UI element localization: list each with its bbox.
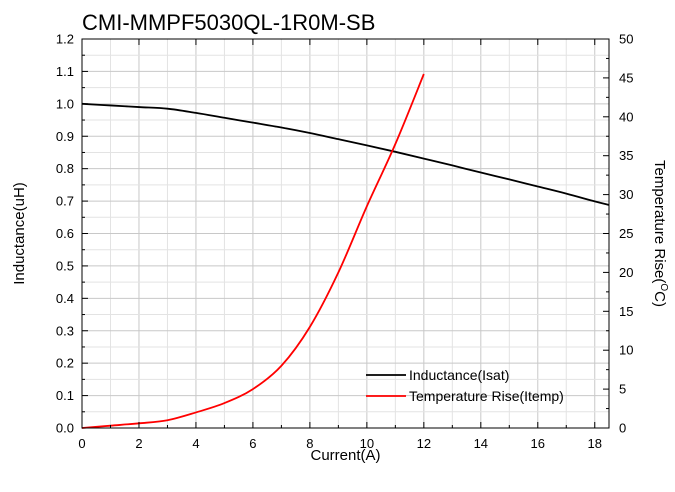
- x-tick-label: 0: [78, 436, 85, 451]
- x-tick-label: 16: [531, 436, 545, 451]
- y2-axis-title-degree: O: [658, 283, 669, 291]
- x-tick-label: 6: [249, 436, 256, 451]
- x-tick-label: 10: [360, 436, 374, 451]
- x-tick-label: 12: [417, 436, 431, 451]
- y-tick-label: 0.6: [56, 226, 74, 241]
- x-tick-label: 2: [135, 436, 142, 451]
- y2-axis-title: Temperature Rise(OC): [651, 160, 669, 307]
- y2-tick-label: 45: [619, 70, 633, 85]
- x-tick-label: 18: [588, 436, 602, 451]
- y2-tick-label: 30: [619, 187, 633, 202]
- y-axis-title: Inductance(uH): [11, 182, 28, 285]
- y-tick-label: 1.0: [56, 96, 74, 111]
- y-tick-label: 0.5: [56, 258, 74, 273]
- y2-tick-label: 20: [619, 265, 633, 280]
- y2-tick-label: 40: [619, 109, 633, 124]
- x-axis-title: Current(A): [310, 447, 380, 464]
- axes: 0 2 4 6 8 10 12 14 16 18 0.0 0.1 0.2 0.3 0.4 0.5 0.6 0.7 0…: [56, 32, 634, 452]
- y-tick-label: 0.4: [56, 291, 74, 306]
- y2-tick-label: 10: [619, 343, 633, 358]
- x-tick-label: 14: [474, 436, 488, 451]
- y-tick-label: 1.1: [56, 64, 74, 79]
- legend: Inductance(Isat) Temperature Rise(Itemp): [366, 367, 564, 404]
- y-tick-label: 0.0: [56, 421, 74, 436]
- x-tick-label: 4: [192, 436, 199, 451]
- y-tick-label: 0.1: [56, 388, 74, 403]
- y2-tick-label: 15: [619, 304, 633, 319]
- series-line-inductance: [81, 102, 610, 206]
- y-tick-label: 0.8: [56, 161, 74, 176]
- y2-axis-title-unit: C): [651, 291, 668, 307]
- legend-label: Temperature Rise(Itemp): [409, 388, 564, 404]
- chart-title: CMI-MMPF5030QL-1R0M-SB: [82, 10, 375, 35]
- y-tick-label: 1.2: [56, 32, 74, 47]
- y2-tick-label: 35: [619, 148, 633, 163]
- y2-tick-label: 5: [619, 382, 626, 397]
- y-tick-label: 0.9: [56, 129, 74, 144]
- legend-label: Inductance(Isat): [409, 367, 509, 383]
- y2-tick-label: 50: [619, 32, 633, 47]
- y-tick-label: 0.2: [56, 356, 74, 371]
- grid: [81, 38, 609, 429]
- y-tick-label: 0.3: [56, 323, 74, 338]
- y2-axis-title-main: Temperature Rise(: [651, 160, 668, 283]
- y-tick-label: 0.7: [56, 194, 74, 209]
- y2-tick-label: 25: [619, 226, 633, 241]
- y2-tick-label: 0: [619, 421, 626, 436]
- x-tick-label: 8: [306, 436, 313, 451]
